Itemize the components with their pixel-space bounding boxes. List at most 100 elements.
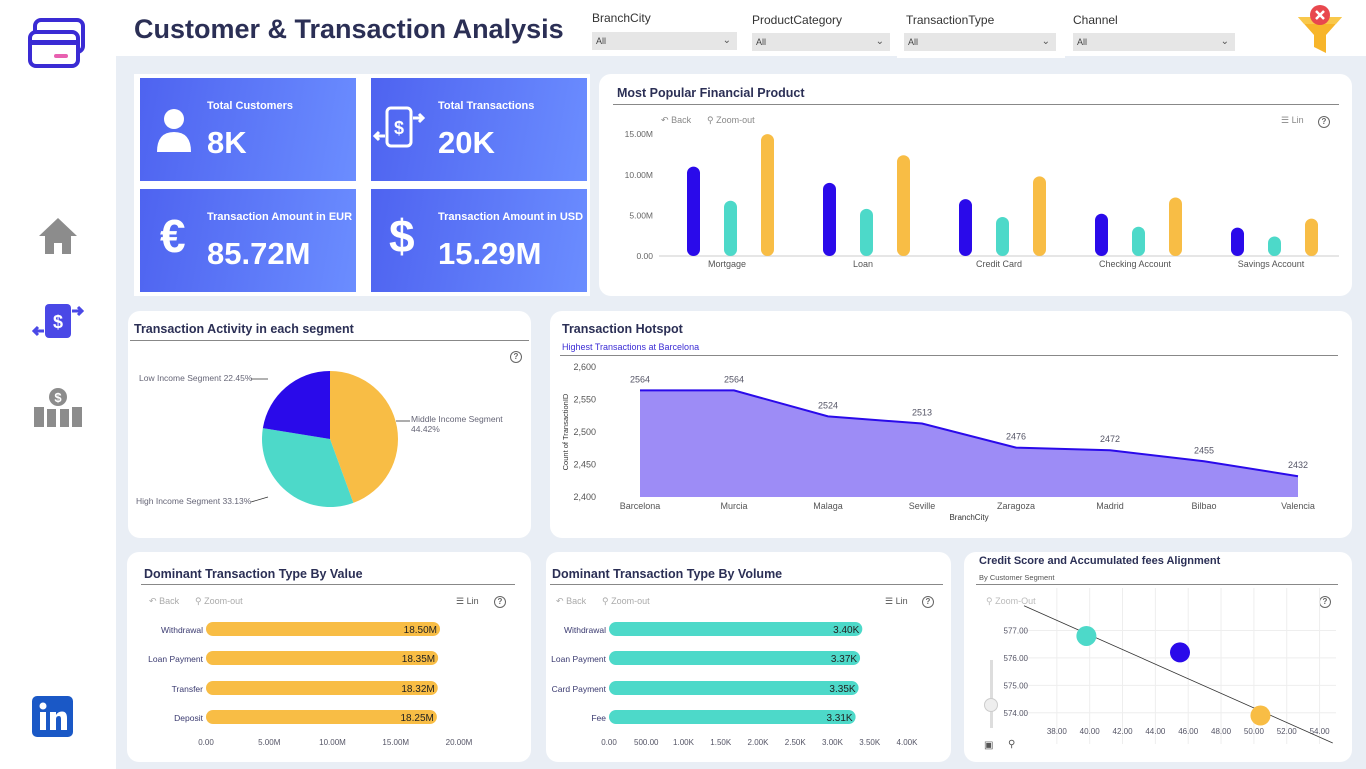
- x-tick-label: 1.50K: [710, 738, 732, 747]
- bar: [996, 217, 1009, 256]
- zoom-out-button[interactable]: ⚲ Zoom-out: [195, 596, 243, 607]
- scatter-point: [1170, 642, 1190, 663]
- x-tick-label: 52.00: [1277, 727, 1298, 736]
- chart-title: Transaction Activity in each segment: [134, 322, 354, 336]
- filter-product-category[interactable]: ProductCategory All ⌄: [752, 13, 890, 51]
- back-button[interactable]: ↶ Back: [149, 596, 179, 607]
- x-tick-label: 0.00: [601, 738, 617, 747]
- area-line: [640, 389, 1299, 478]
- data-label: 2476: [1006, 432, 1026, 442]
- y-tick-label: 0.00: [636, 251, 653, 261]
- lin-button[interactable]: ☰ Lin: [456, 596, 479, 607]
- filter-dropdown[interactable]: All ⌄: [752, 33, 890, 51]
- linkedin-icon[interactable]: [32, 696, 74, 738]
- clear-filter-icon[interactable]: [1296, 3, 1344, 55]
- lin-label: Lin: [466, 596, 479, 606]
- zoom-slider-handle[interactable]: [984, 698, 998, 712]
- filter-label: ProductCategory: [752, 13, 843, 27]
- back-arrow-icon: ↶: [661, 115, 669, 125]
- svg-text:$: $: [54, 390, 62, 405]
- magnifier-icon: ⚲: [986, 596, 993, 606]
- area-fill: [640, 390, 1298, 497]
- zoom-slider-track[interactable]: [990, 660, 993, 728]
- back-button[interactable]: ↶ Back: [661, 115, 691, 126]
- chart-title: Credit Score and Accumulated fees Alignm…: [979, 555, 1221, 567]
- x-tick-label: 50.00: [1244, 727, 1265, 736]
- cards-logo-icon: [28, 18, 85, 68]
- x-tick-label: 54.00: [1310, 727, 1331, 736]
- y-tick-label: Deposit: [174, 713, 203, 723]
- magnifier-icon: ⚲: [195, 596, 202, 606]
- help-icon[interactable]: ?: [922, 596, 934, 608]
- x-tick-label: 4.00K: [897, 738, 919, 747]
- y-tick-label: Loan Payment: [551, 654, 606, 664]
- x-tick-label: 15.00M: [382, 738, 409, 747]
- zoom-out-button[interactable]: ⚲ Zoom-out: [707, 115, 755, 126]
- help-icon[interactable]: ?: [510, 351, 522, 363]
- segment-chart-card: Transaction Activity in each segment ? M…: [128, 311, 531, 538]
- y-tick-label: Fee: [591, 713, 606, 723]
- dollar-icon: $: [389, 210, 415, 262]
- x-tick-label: Mortgage: [708, 259, 746, 269]
- data-label: 3.40K: [833, 625, 859, 636]
- y-tick-label: 2,450: [573, 460, 596, 470]
- y-tick-label: Transfer: [172, 684, 204, 694]
- kpi-value: 20K: [438, 125, 495, 160]
- chart-subtitle: Highest Transactions at Barcelona: [562, 342, 700, 352]
- lin-button[interactable]: ☰ Lin: [885, 596, 908, 607]
- x-tick-label: 500.00: [634, 738, 659, 747]
- x-tick-label: 2.50K: [785, 738, 807, 747]
- chart-subtitle: By Customer Segment: [979, 573, 1055, 582]
- back-label: Back: [159, 596, 180, 606]
- x-tick-label: 42.00: [1113, 727, 1134, 736]
- chevron-down-icon: ⌄: [1220, 36, 1229, 47]
- kpi-amount-usd: $ Transaction Amount in USD 15.29M: [371, 189, 587, 292]
- zoom-out-label: Zoom-out: [204, 596, 243, 606]
- svg-text:$: $: [394, 118, 404, 138]
- credit-chart-card: Credit Score and Accumulated fees Alignm…: [964, 552, 1352, 762]
- y-tick-label: 2,600: [573, 362, 596, 372]
- camera-icon[interactable]: ▣: [984, 740, 994, 751]
- money-transfer-icon[interactable]: $: [32, 301, 84, 341]
- filter-dropdown[interactable]: All ⌄: [592, 32, 737, 50]
- filter-branch-city[interactable]: BranchCity All ⌄: [592, 11, 737, 50]
- y-tick-label: 5.00M: [629, 210, 653, 220]
- sidebar: $ $: [0, 0, 116, 769]
- back-arrow-icon: ↶: [149, 596, 157, 606]
- byvalue-bar-chart: Withdrawal 18.50M Loan Payment 18.35M Transf…: [148, 622, 473, 747]
- slice-label: Low Income Segment 22.45%: [139, 373, 253, 383]
- lasso-icon[interactable]: ⚲: [1008, 739, 1016, 750]
- page-title: Customer & Transaction Analysis: [134, 14, 564, 44]
- filter-transaction-type[interactable]: TransactionType All ⌄: [897, 0, 1065, 58]
- list-icon: ☰: [1281, 115, 1290, 125]
- back-label: Back: [671, 115, 692, 125]
- filter-dropdown[interactable]: All ⌄: [1073, 33, 1235, 51]
- bar: [687, 166, 700, 256]
- chart-title: Dominant Transaction Type By Value: [144, 567, 363, 581]
- zoom-out-button[interactable]: ⚲ Zoom-Out: [986, 596, 1036, 607]
- x-tick-label: 3.00K: [822, 738, 844, 747]
- y-axis-title: Count of TransactionID: [561, 393, 570, 470]
- kpi-value: 8K: [207, 125, 247, 160]
- user-icon: [157, 109, 191, 152]
- bank-chart-icon[interactable]: $: [32, 387, 84, 429]
- x-tick-label: 44.00: [1145, 727, 1166, 736]
- x-tick-label: Barcelona: [620, 501, 661, 511]
- filter-dropdown[interactable]: All ⌄: [904, 33, 1056, 51]
- home-icon[interactable]: [37, 216, 79, 256]
- slice-pct: 44.42%: [411, 424, 440, 434]
- kpi-panel: Total Customers 8K $ Total Transactions …: [134, 74, 590, 296]
- zoom-out-button[interactable]: ⚲ Zoom-out: [602, 596, 650, 607]
- help-icon[interactable]: ?: [494, 596, 506, 608]
- filter-channel[interactable]: Channel All ⌄: [1073, 13, 1235, 51]
- data-label: 18.25M: [401, 713, 434, 724]
- x-tick-label: 46.00: [1178, 727, 1199, 736]
- lin-button[interactable]: ☰ Lin: [1281, 115, 1304, 126]
- help-icon[interactable]: ?: [1318, 116, 1330, 128]
- x-tick-label: 38.00: [1047, 727, 1068, 736]
- filter-value: All: [756, 37, 767, 47]
- x-tick-label: Madrid: [1096, 501, 1124, 511]
- back-button[interactable]: ↶ Back: [556, 596, 586, 607]
- x-tick-label: 10.00M: [319, 738, 346, 747]
